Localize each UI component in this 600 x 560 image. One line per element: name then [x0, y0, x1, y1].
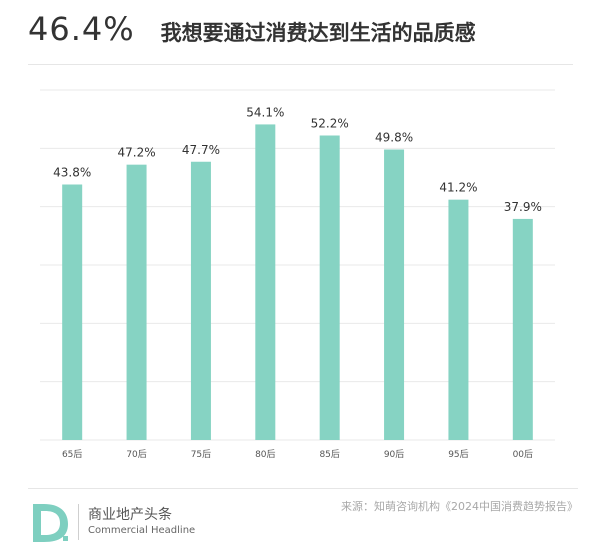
bar-65后	[62, 184, 83, 440]
chart-title: 我想要通过消费达到生活的品质感	[160, 21, 476, 45]
x-tick-label: 90后	[384, 449, 404, 460]
value-labels: 43.8% 47.2% 47.7% 54.1% 52.2% 49.8% 41.2% 37.9%	[53, 105, 542, 214]
value-label: 41.2%	[439, 181, 477, 195]
brand-name: 商业地产头条	[88, 507, 172, 523]
bar-75后	[190, 161, 211, 440]
header: 46.4% 我想要通过消费达到生活的品质感	[28, 10, 476, 48]
bar-80后	[255, 124, 276, 440]
brand-name-en: Commercial Headline	[88, 525, 196, 536]
x-tick-label: 70后	[126, 449, 146, 460]
x-tick-label: 75后	[191, 449, 211, 460]
source-note: 来源：知萌咨询机构《2024中国消费趋势报告》	[341, 500, 578, 513]
x-tick-labels: 65后 70后 75后 80后 85后 90后 95后 00后	[62, 449, 533, 460]
value-label: 43.8%	[53, 166, 91, 180]
header-divider	[28, 64, 573, 65]
value-label: 47.7%	[182, 143, 220, 157]
value-label: 37.9%	[504, 200, 542, 214]
x-tick-label: 80后	[255, 449, 275, 460]
bar-95后	[448, 199, 469, 440]
value-label: 49.8%	[375, 131, 413, 145]
bar-70后	[126, 164, 147, 440]
bar-90后	[384, 149, 405, 440]
gridlines	[40, 89, 555, 441]
bar-85后	[319, 135, 340, 440]
bar-00后	[512, 218, 533, 440]
x-tick-label: 95后	[448, 449, 468, 460]
brand-logo-icon	[33, 504, 68, 542]
x-tick-label: 00后	[513, 449, 533, 460]
x-tick-label: 65后	[62, 449, 82, 460]
x-tick-label: 85后	[319, 449, 339, 460]
logo-separator	[78, 504, 79, 540]
value-label: 54.1%	[246, 105, 284, 119]
bar-chart: 43.8% 47.2% 47.7% 54.1% 52.2% 49.8% 41.2% 37.9%…	[40, 89, 555, 460]
value-label: 52.2%	[311, 117, 349, 131]
headline-value: 46.4%	[28, 10, 135, 48]
footer-divider	[28, 488, 578, 489]
value-label: 47.2%	[118, 146, 156, 160]
bars	[62, 124, 533, 440]
